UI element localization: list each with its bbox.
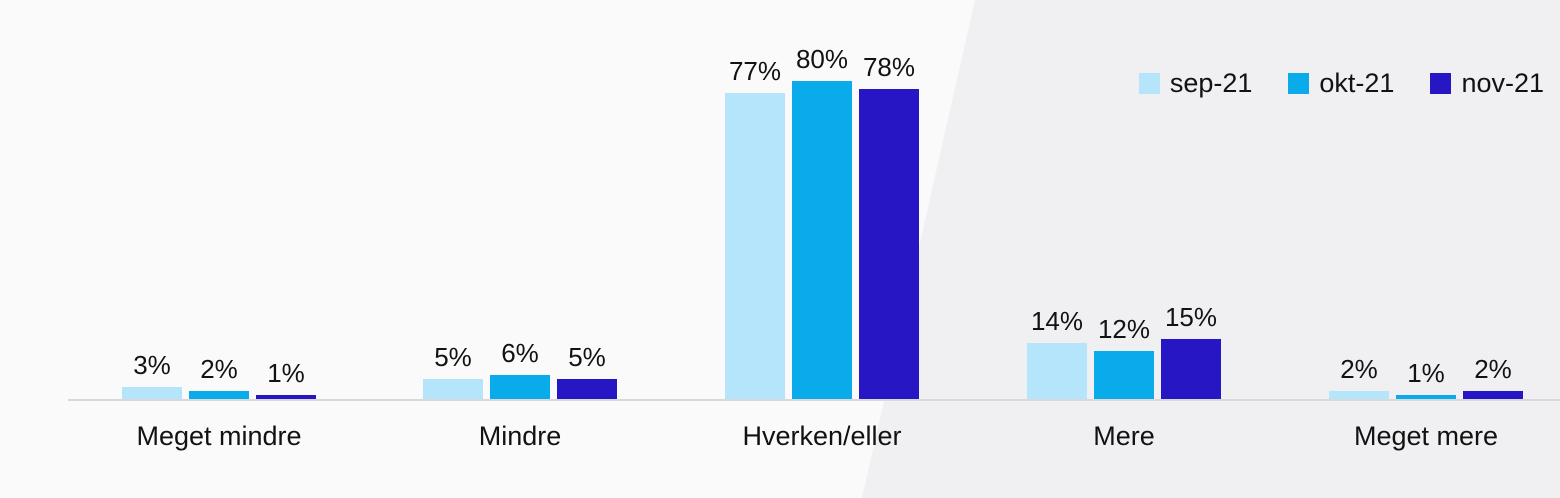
bar-wrap: 80%	[792, 46, 852, 399]
bar-wrap: 6%	[490, 340, 550, 399]
legend-swatch-icon	[1288, 73, 1310, 94]
bar-value-label: 2%	[1474, 354, 1512, 384]
bar-group: 14% 12% 15%	[1027, 304, 1221, 399]
bar-wrap: 2%	[1463, 356, 1523, 399]
bar-value-label: 2%	[200, 354, 238, 384]
category-label: Mere	[1093, 421, 1155, 451]
bar-wrap: 3%	[122, 352, 182, 399]
bar-group: 2% 1% 2%	[1329, 356, 1523, 399]
bar-value-label: 12%	[1097, 314, 1151, 344]
bar-nov-21	[557, 379, 617, 399]
legend-swatch-icon	[1138, 73, 1160, 94]
bar-wrap: 2%	[1329, 356, 1389, 399]
bar-value-label: 6%	[501, 338, 539, 368]
bar-nov-21	[859, 89, 919, 399]
bar-wrap: 77%	[725, 58, 785, 399]
bar-value-label: 1%	[267, 358, 305, 388]
bar-sep-21	[725, 93, 785, 399]
legend-item-nov-21: nov-21	[1430, 70, 1544, 97]
x-axis-line	[68, 399, 1560, 401]
bar-value-label: 14%	[1030, 306, 1084, 336]
category-label: Meget mindre	[136, 421, 302, 451]
bar-wrap: 12%	[1094, 316, 1154, 399]
category-label: Meget mere	[1353, 421, 1499, 451]
bar-wrap: 2%	[189, 356, 249, 399]
bar-value-label: 78%	[862, 52, 916, 82]
bar-value-label: 15%	[1164, 302, 1218, 332]
bar-wrap: 5%	[423, 344, 483, 399]
bar-value-label: 2%	[1340, 354, 1378, 384]
bar-wrap: 5%	[557, 344, 617, 399]
bar-sep-21	[423, 379, 483, 399]
legend-label: okt-21	[1319, 68, 1395, 98]
bar-sep-21	[122, 387, 182, 399]
bar-value-label: 3%	[133, 350, 171, 380]
bar-okt-21	[1094, 351, 1154, 399]
bar-wrap: 15%	[1161, 304, 1221, 399]
legend: sep-21 okt-21 nov-21	[1138, 68, 1544, 98]
bar-nov-21	[1463, 391, 1523, 399]
bar-sep-21	[1027, 343, 1087, 399]
legend-item-sep-21: sep-21	[1138, 68, 1253, 98]
category-label: Hverken/eller	[742, 421, 902, 451]
bar-okt-21	[490, 375, 550, 399]
bar-value-label: 5%	[568, 342, 606, 372]
bar-sep-21	[1329, 391, 1389, 399]
legend-swatch-icon	[1430, 73, 1452, 94]
bar-wrap: 1%	[256, 360, 316, 399]
bar-value-label: 77%	[728, 56, 782, 86]
bar-value-label: 1%	[1407, 358, 1445, 388]
bar-value-label: 80%	[795, 44, 849, 74]
bar-wrap: 1%	[1396, 360, 1456, 399]
bar-group: 5% 6% 5%	[423, 340, 617, 399]
legend-label: nov-21	[1461, 68, 1544, 98]
bar-okt-21	[792, 81, 852, 399]
bar-nov-21	[1161, 339, 1221, 399]
legend-label: sep-21	[1169, 68, 1253, 98]
bar-group: 77% 80% 78%	[725, 46, 919, 399]
category-label: Mindre	[478, 421, 562, 451]
bar-value-label: 5%	[434, 342, 472, 372]
bar-wrap: 14%	[1027, 308, 1087, 399]
bar-okt-21	[1396, 395, 1456, 399]
bar-okt-21	[189, 391, 249, 399]
bar-wrap: 78%	[859, 54, 919, 399]
bar-group: 3% 2% 1%	[122, 352, 316, 399]
bar-nov-21	[256, 395, 316, 399]
legend-item-okt-21: okt-21	[1288, 70, 1394, 97]
